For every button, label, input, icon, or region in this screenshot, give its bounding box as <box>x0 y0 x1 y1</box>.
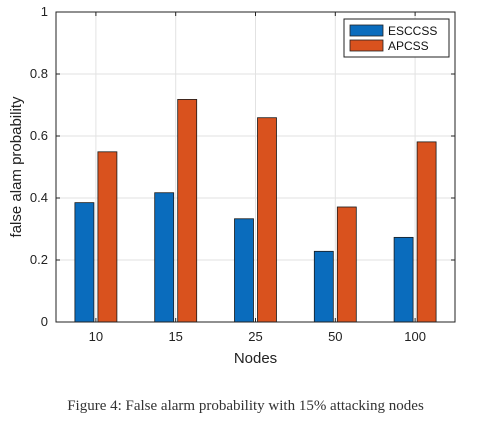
y-tick-label: 0.4 <box>30 190 48 205</box>
y-axis-title: false alam probability <box>8 96 25 237</box>
bar-apcss-50 <box>336 206 357 323</box>
x-axis-title: Nodes <box>234 350 277 367</box>
y-tick-label: 0.8 <box>30 66 48 81</box>
bar-apcss-100 <box>416 141 437 323</box>
axis-ticks <box>56 11 455 323</box>
x-tick-label: 25 <box>248 329 262 344</box>
legend-label-esccss: ESCCSS <box>388 24 437 38</box>
grid-lines <box>56 12 455 322</box>
bar-apcss-15 <box>177 99 198 323</box>
legend: ESCCSS APCSS <box>343 18 450 58</box>
y-tick-label: 0.6 <box>30 128 48 143</box>
x-tick-labels: 10 15 25 50 100 <box>89 329 426 344</box>
y-tick-label: 0 <box>41 314 48 329</box>
legend-swatch-esccss <box>349 24 384 37</box>
bar-apcss-10 <box>97 151 118 323</box>
legend-label-apcss: APCSS <box>388 39 429 53</box>
bar-esccss-100 <box>393 236 414 323</box>
figure-caption: Figure 4: False alarm probability with 1… <box>67 398 424 414</box>
legend-swatch-apcss <box>349 39 384 52</box>
bar-esccss-15 <box>154 192 175 323</box>
y-tick-label: 1 <box>41 4 48 19</box>
bar-chart: 0 0.2 0.4 0.6 0.8 1 10 15 25 50 100 Nodes false a… <box>8 4 456 367</box>
y-tick-label: 0.2 <box>30 252 48 267</box>
bar-esccss-25 <box>234 218 254 323</box>
x-tick-label: 100 <box>404 329 426 344</box>
bar-apcss-25 <box>257 117 277 323</box>
x-tick-label: 50 <box>328 329 342 344</box>
x-tick-label: 10 <box>89 329 103 344</box>
x-tick-label: 15 <box>168 329 182 344</box>
bars <box>74 99 437 323</box>
y-tick-labels: 0 0.2 0.4 0.6 0.8 1 <box>30 4 48 329</box>
bar-esccss-50 <box>313 250 334 323</box>
bar-esccss-10 <box>74 202 95 323</box>
